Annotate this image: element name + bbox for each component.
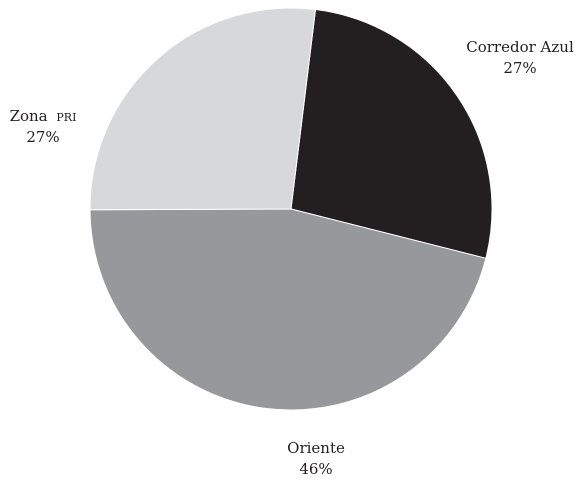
label-oriente: Oriente [287,439,345,457]
pie-slice-oriente [89,208,487,411]
label-corredor-azul: Corredor Azul [466,38,574,56]
label-zona-pri-small: pri [56,107,76,125]
label-zona-pri-main: Zona [10,107,48,125]
pie-slice-zona-pri [89,7,317,211]
label-corredor-azul-name: Corredor Azul [466,38,574,56]
pie-slice-corredor-azul [290,8,493,259]
value-oriente: 46% [299,460,332,478]
label-zona-pri: Zona pri [10,107,77,125]
value-corredor-azul: 27% [503,59,536,77]
value-zona-pri: 27% [26,128,59,146]
pie-slices [89,7,493,411]
